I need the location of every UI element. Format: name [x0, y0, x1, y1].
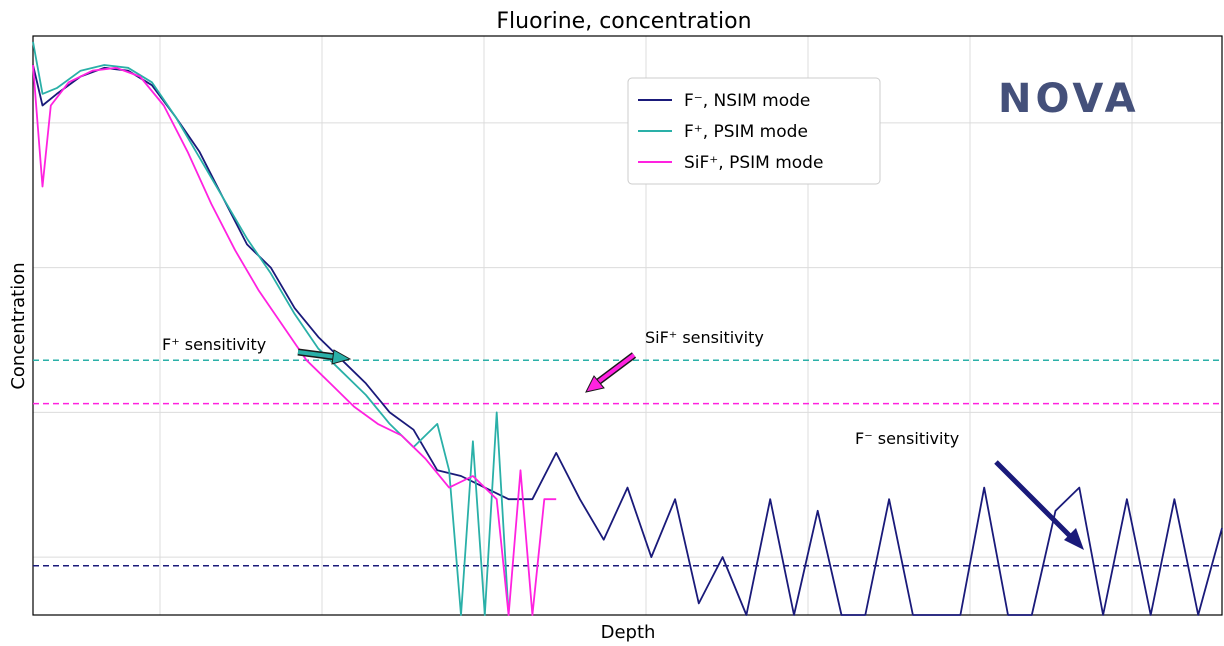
annotation-f-plus-sensitivity: F⁺ sensitivity — [162, 335, 266, 354]
threshold-lines — [33, 359, 1222, 567]
annotation-f-minus-sensitivity: F⁻ sensitivity — [855, 429, 959, 448]
annotation-sif-plus-sensitivity: SiF⁺ sensitivity — [645, 328, 764, 347]
nova-logo: NOVA — [998, 76, 1140, 122]
legend-entry-f-minus: F⁻, NSIM mode — [684, 91, 810, 111]
legend-entry-sif-plus: SiF⁺, PSIM mode — [684, 153, 823, 173]
series-line-2 — [32, 64, 557, 616]
arrow-sif-plus-icon — [585, 352, 637, 393]
series-line-1 — [32, 41, 510, 616]
annotations: F⁺ sensitivity SiF⁺ sensitivity F⁻ sensi… — [162, 328, 1084, 550]
arrow-f-minus-icon — [994, 460, 1084, 550]
legend-box — [627, 77, 881, 185]
arrow-f-plus-icon — [297, 348, 352, 365]
plot-frame — [32, 35, 1223, 616]
y-axis-label: Concentration — [8, 262, 29, 389]
grid — [33, 36, 1222, 615]
legend: F⁻, NSIM mode F⁺, PSIM mode SiF⁺, PSIM m… — [627, 77, 881, 185]
chart-title: Fluorine, concentration — [496, 9, 751, 34]
logo-text: NOVA — [998, 76, 1140, 122]
series-line-0 — [32, 64, 1223, 616]
legend-entry-f-plus: F⁺, PSIM mode — [684, 122, 808, 142]
x-axis-label: Depth — [601, 622, 656, 643]
series-lines — [32, 41, 1223, 616]
